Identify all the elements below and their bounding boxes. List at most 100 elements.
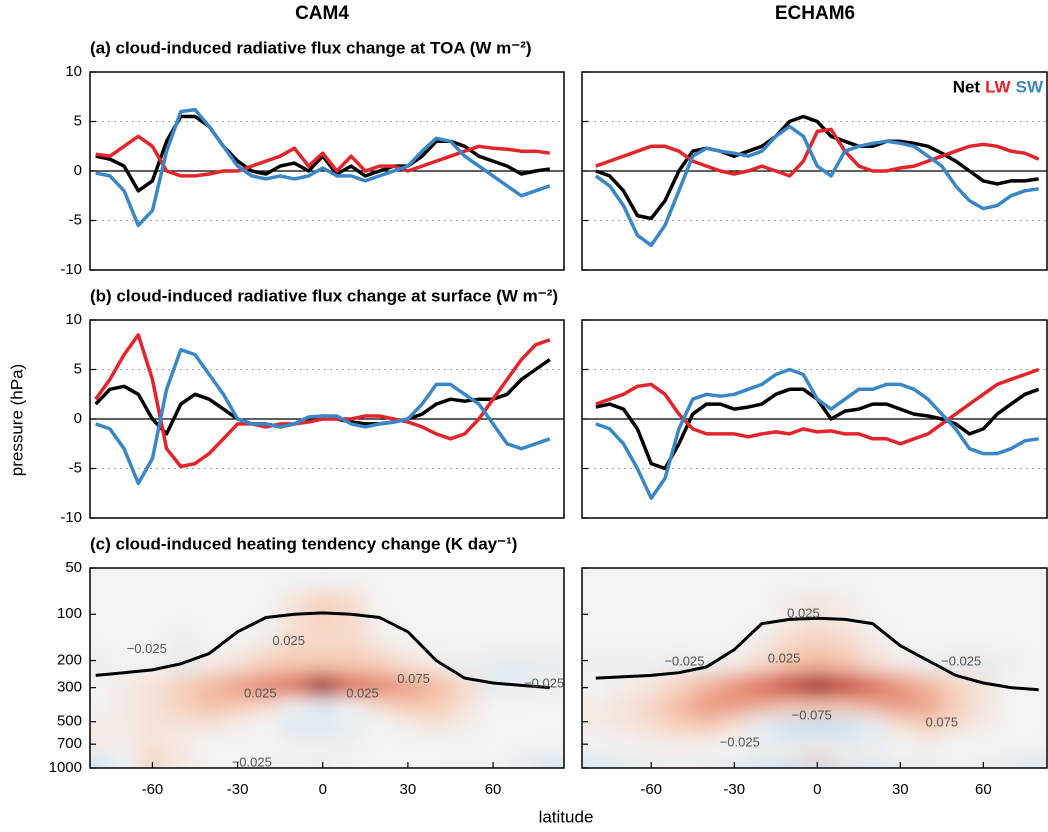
field-cell xyxy=(775,674,804,698)
field-cell xyxy=(1024,627,1047,652)
field-cell xyxy=(478,697,508,715)
field-cell xyxy=(251,650,281,675)
field-cell xyxy=(422,762,451,768)
field-cell xyxy=(775,697,804,715)
field-cell xyxy=(941,750,970,764)
field-cell xyxy=(507,591,537,629)
series-line xyxy=(594,124,1039,248)
field-cell xyxy=(969,697,998,715)
field-cell xyxy=(166,627,196,652)
field-cell xyxy=(336,762,366,768)
plot-frame xyxy=(581,319,1048,519)
field-cell xyxy=(450,750,480,764)
field-cell xyxy=(748,674,777,698)
field-cell xyxy=(195,568,224,592)
field-cell xyxy=(478,732,508,752)
field-cell xyxy=(803,714,832,734)
contour-label: −0.025 xyxy=(720,735,760,750)
field-cell xyxy=(582,714,611,734)
field-cell xyxy=(831,627,860,652)
plot-area: 0.025 −0.025 0.025 −0.025 −0.075 0.075 −0.025 xyxy=(582,568,1047,768)
contour-label: −0.025 xyxy=(524,676,564,691)
field-cell xyxy=(478,714,508,734)
panel-title: (a) cloud-induced radiative flux change … xyxy=(90,38,532,57)
field-cell xyxy=(1024,650,1047,675)
tropopause-line xyxy=(595,616,1039,692)
field-cell xyxy=(692,714,721,734)
field-cell xyxy=(336,697,366,715)
field-cell xyxy=(692,762,721,768)
field-cell xyxy=(393,697,423,715)
field-cell xyxy=(941,697,970,715)
field-cell xyxy=(831,650,860,675)
contour-label: −0.025 xyxy=(127,641,167,656)
field-cell xyxy=(365,674,395,698)
field-cell xyxy=(308,697,338,715)
field-cell xyxy=(637,568,666,592)
field-cell xyxy=(535,568,564,592)
plot-area xyxy=(582,114,1047,248)
field-cell xyxy=(478,650,508,675)
field-cell xyxy=(997,568,1026,592)
field-cell xyxy=(914,732,943,752)
field-cell xyxy=(109,697,139,715)
field-cell xyxy=(914,627,943,652)
series-line xyxy=(95,347,551,486)
field-cell xyxy=(637,591,666,629)
field-cell xyxy=(1024,714,1047,734)
panel: -10 -5 0 5 10 xyxy=(60,63,565,278)
field-cell xyxy=(166,591,196,629)
field-cell xyxy=(969,732,998,752)
field-cell xyxy=(609,762,638,768)
field-cell xyxy=(166,732,196,752)
field-cell xyxy=(997,762,1026,768)
field-cell xyxy=(748,714,777,734)
field-cell xyxy=(997,650,1026,675)
y-tick-label: 5 xyxy=(74,112,82,129)
field-cell xyxy=(941,674,970,698)
plot-area xyxy=(582,367,1047,500)
plot-frame xyxy=(89,567,565,769)
field-cell xyxy=(582,591,611,629)
plot-area xyxy=(90,333,564,486)
field-cell xyxy=(858,627,887,652)
field-cell xyxy=(138,674,168,698)
field-cell xyxy=(582,697,611,715)
field-cell xyxy=(831,591,860,629)
field-cell xyxy=(138,591,168,629)
plot-frame xyxy=(89,71,565,271)
field-cell xyxy=(251,762,281,768)
field-cell xyxy=(138,697,168,715)
y-tick-label: -5 xyxy=(69,211,82,228)
field-cell xyxy=(109,627,139,652)
field-cell xyxy=(90,650,111,675)
x-tick-label: 30 xyxy=(400,781,417,798)
field-cell xyxy=(478,627,508,652)
x-tick-label: -60 xyxy=(142,781,164,798)
plot-area xyxy=(90,107,564,228)
field-cell xyxy=(90,591,111,629)
field-cell xyxy=(393,627,423,652)
field-cell xyxy=(665,591,694,629)
field-cell xyxy=(748,627,777,652)
field-cell xyxy=(692,697,721,715)
field-cell xyxy=(507,732,537,752)
legend-entry: Net xyxy=(953,77,981,96)
field-cell xyxy=(365,650,395,675)
y-tick-label: 0 xyxy=(74,162,82,179)
field-cell xyxy=(450,762,480,768)
field-cell xyxy=(665,650,694,675)
legend-entry: SW xyxy=(1016,77,1044,96)
plot-frame xyxy=(89,319,565,519)
field-cell xyxy=(997,714,1026,734)
field-cell xyxy=(251,568,281,592)
field-cell xyxy=(609,650,638,675)
field-cell xyxy=(692,591,721,629)
series-line xyxy=(94,333,551,469)
panel-title: (b) cloud-induced radiative flux change … xyxy=(90,286,558,305)
field-cell xyxy=(422,674,451,698)
field-cell xyxy=(478,750,508,764)
field-cell xyxy=(609,714,638,734)
series-line xyxy=(595,367,1040,446)
field-cell xyxy=(665,750,694,764)
